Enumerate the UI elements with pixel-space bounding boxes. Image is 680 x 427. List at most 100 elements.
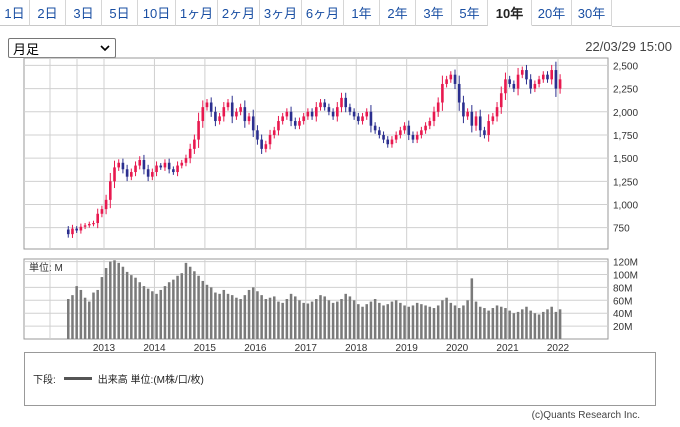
tab-period-5[interactable]: 1ヶ月 — [176, 0, 218, 26]
candle-body — [323, 102, 326, 108]
candle-body — [352, 111, 356, 117]
tab-period-11[interactable]: 3年 — [416, 0, 452, 26]
volume-bar — [487, 310, 490, 339]
candle-body — [361, 116, 364, 122]
candle-body — [125, 169, 129, 177]
candle-body — [142, 159, 146, 170]
volume-bar — [365, 304, 368, 339]
tab-period-10[interactable]: 2年 — [380, 0, 416, 26]
tab-period-4[interactable]: 10日 — [138, 0, 176, 26]
candle-body — [260, 139, 263, 149]
volume-bar — [344, 293, 347, 339]
volume-y-tick-label: 20M — [613, 322, 632, 333]
candle-body — [281, 116, 284, 122]
candle-body — [96, 213, 99, 224]
candle-body — [495, 107, 499, 117]
tab-period-6[interactable]: 2ヶ月 — [218, 0, 260, 26]
legend-prefix: 下段: — [33, 375, 56, 386]
volume-bar — [100, 277, 104, 339]
candle-body — [104, 199, 108, 210]
volume-bar — [483, 308, 486, 339]
candle-body — [369, 111, 373, 126]
candle-body — [201, 107, 205, 122]
volume-bar — [214, 292, 217, 339]
x-year-tick-label: 2018 — [345, 343, 368, 354]
candle-body — [130, 172, 133, 177]
price-y-tick-label: 1,000 — [613, 200, 638, 211]
volume-bar — [504, 308, 507, 339]
volume-bar — [260, 295, 263, 339]
candle-body — [138, 159, 142, 166]
candle-body — [247, 116, 251, 122]
candle-body — [163, 162, 167, 168]
candle-body — [378, 130, 381, 135]
candle-body — [508, 79, 511, 84]
volume-y-tick-label: 80M — [613, 283, 632, 294]
volume-bar — [525, 306, 528, 339]
volume-bar — [441, 300, 444, 339]
price-grid — [24, 58, 608, 249]
candle-body — [462, 102, 465, 117]
candle-body — [100, 209, 104, 214]
volume-bar — [268, 297, 272, 339]
candle-body — [83, 225, 87, 227]
x-year-tick-label: 2022 — [547, 343, 570, 354]
tab-period-14[interactable]: 20年 — [532, 0, 572, 26]
volume-bar — [117, 262, 120, 339]
candle-body — [348, 107, 352, 112]
volume-bar — [235, 297, 238, 339]
tab-period-2[interactable]: 3日 — [66, 0, 102, 26]
volume-bar — [67, 299, 70, 339]
volume-bar — [462, 305, 465, 339]
x-year-tick-label: 2013 — [93, 343, 116, 354]
candle-body — [289, 111, 293, 122]
volume-bar — [327, 300, 331, 339]
tab-period-12[interactable]: 5年 — [452, 0, 488, 26]
candle-body — [466, 111, 469, 117]
candle-body — [155, 165, 158, 173]
candle-body — [226, 102, 230, 108]
tab-period-7[interactable]: 3ヶ月 — [260, 0, 302, 26]
tab-period-3[interactable]: 5日 — [102, 0, 138, 26]
candle-body — [525, 70, 528, 80]
year-x-axis: 2013 2014 2015 2016 2017 2018 2019 2020 2021 2022 — [93, 343, 570, 354]
tab-period-13[interactable]: 10年 — [488, 0, 532, 26]
candle-body — [394, 134, 398, 140]
candle-body — [415, 134, 419, 140]
tab-period-0[interactable]: 1日 — [0, 0, 30, 26]
volume-bar — [109, 261, 112, 339]
volume-bar — [323, 296, 326, 339]
volume-bar — [289, 293, 293, 339]
volume-bar — [222, 289, 226, 339]
price-y-tick-label: 750 — [613, 224, 630, 235]
candle-body — [264, 144, 268, 149]
x-year-tick-label: 2020 — [446, 343, 469, 354]
tab-period-9[interactable]: 1年 — [344, 0, 380, 26]
volume-bar — [230, 295, 234, 339]
volume-bar — [432, 308, 436, 339]
candle-body — [151, 172, 154, 177]
candle-body — [214, 111, 217, 122]
candle-body — [293, 121, 297, 126]
volume-bar — [209, 287, 213, 339]
volume-bar — [550, 306, 553, 339]
volume-bar — [478, 306, 482, 339]
x-year-tick-label: 2016 — [244, 343, 267, 354]
price-y-tick-label: 1,250 — [613, 177, 638, 188]
volume-bar — [104, 268, 108, 339]
tab-period-1[interactable]: 2日 — [30, 0, 66, 26]
tab-period-15[interactable]: 30年 — [572, 0, 612, 26]
volume-bar — [382, 305, 385, 339]
volume-bar — [529, 310, 532, 339]
volume-bar — [474, 301, 478, 339]
candle-body — [428, 121, 432, 126]
candle-interval-value: 月足 — [13, 41, 40, 57]
volume-bar — [113, 260, 116, 339]
volume-bar — [331, 302, 335, 339]
candle-body — [407, 125, 411, 135]
tab-period-8[interactable]: 6ヶ月 — [302, 0, 344, 26]
candle-body — [541, 74, 545, 80]
volume-bar — [226, 293, 230, 339]
volume-bar — [88, 301, 91, 339]
volume-bar — [218, 293, 221, 339]
